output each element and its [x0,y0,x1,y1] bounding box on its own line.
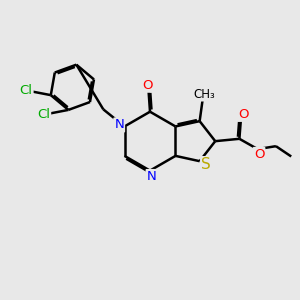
Text: Cl: Cl [20,84,33,97]
Text: N: N [147,170,156,183]
Text: O: O [142,79,152,92]
Text: Cl: Cl [37,108,50,122]
Text: CH₃: CH₃ [193,88,215,100]
Text: S: S [201,157,211,172]
Text: O: O [254,148,264,161]
Text: N: N [114,118,124,131]
Text: O: O [238,108,248,121]
